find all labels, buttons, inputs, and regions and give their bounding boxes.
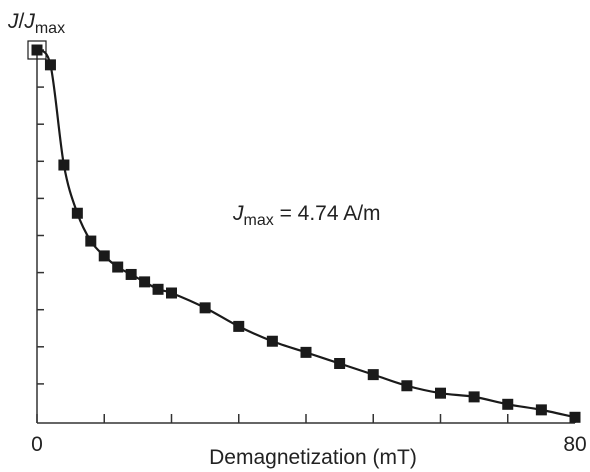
- data-point: [71, 207, 83, 219]
- annotation-j: J: [232, 202, 244, 225]
- x-axis-label: Demagnetization (mT): [209, 446, 417, 469]
- data-point: [535, 404, 547, 416]
- data-point: [502, 398, 514, 410]
- first-point-outline: [27, 40, 47, 60]
- data-point: [112, 261, 124, 273]
- y-label-subscript: max: [35, 20, 65, 37]
- annotation: Jmax = 4.74 A/m: [232, 202, 381, 229]
- x-tick-label-0: 0: [31, 433, 43, 456]
- data-point: [199, 302, 211, 314]
- x-tick-label-80: 80: [563, 433, 586, 456]
- data-point: [44, 59, 56, 71]
- data-point: [85, 235, 97, 247]
- data-point: [468, 391, 480, 403]
- data-point: [266, 335, 278, 347]
- data-point: [152, 283, 164, 295]
- data-point: [569, 411, 581, 423]
- data-point: [401, 380, 413, 392]
- data-point: [98, 250, 110, 262]
- series-line: [36, 49, 576, 419]
- data-point: [233, 320, 245, 332]
- series: [27, 40, 581, 423]
- data-point: [334, 357, 346, 369]
- y-ticks: [37, 49, 44, 385]
- annotation-subscript: max: [244, 212, 274, 229]
- y-label-j-max: J: [23, 10, 35, 33]
- data-point: [300, 346, 312, 358]
- data-point: [139, 276, 151, 288]
- y-label-slash: /: [19, 10, 25, 33]
- annotation-value: = 4.74 A/m: [274, 202, 381, 225]
- data-point: [125, 268, 137, 280]
- data-point: [31, 44, 43, 56]
- data-point: [435, 387, 446, 399]
- y-axis-label: J/Jmax: [7, 10, 65, 37]
- data-point: [58, 159, 70, 171]
- data-point: [166, 287, 177, 299]
- y-label-j: J: [7, 10, 19, 33]
- x-ticks: [36, 414, 576, 423]
- data-point: [367, 369, 379, 381]
